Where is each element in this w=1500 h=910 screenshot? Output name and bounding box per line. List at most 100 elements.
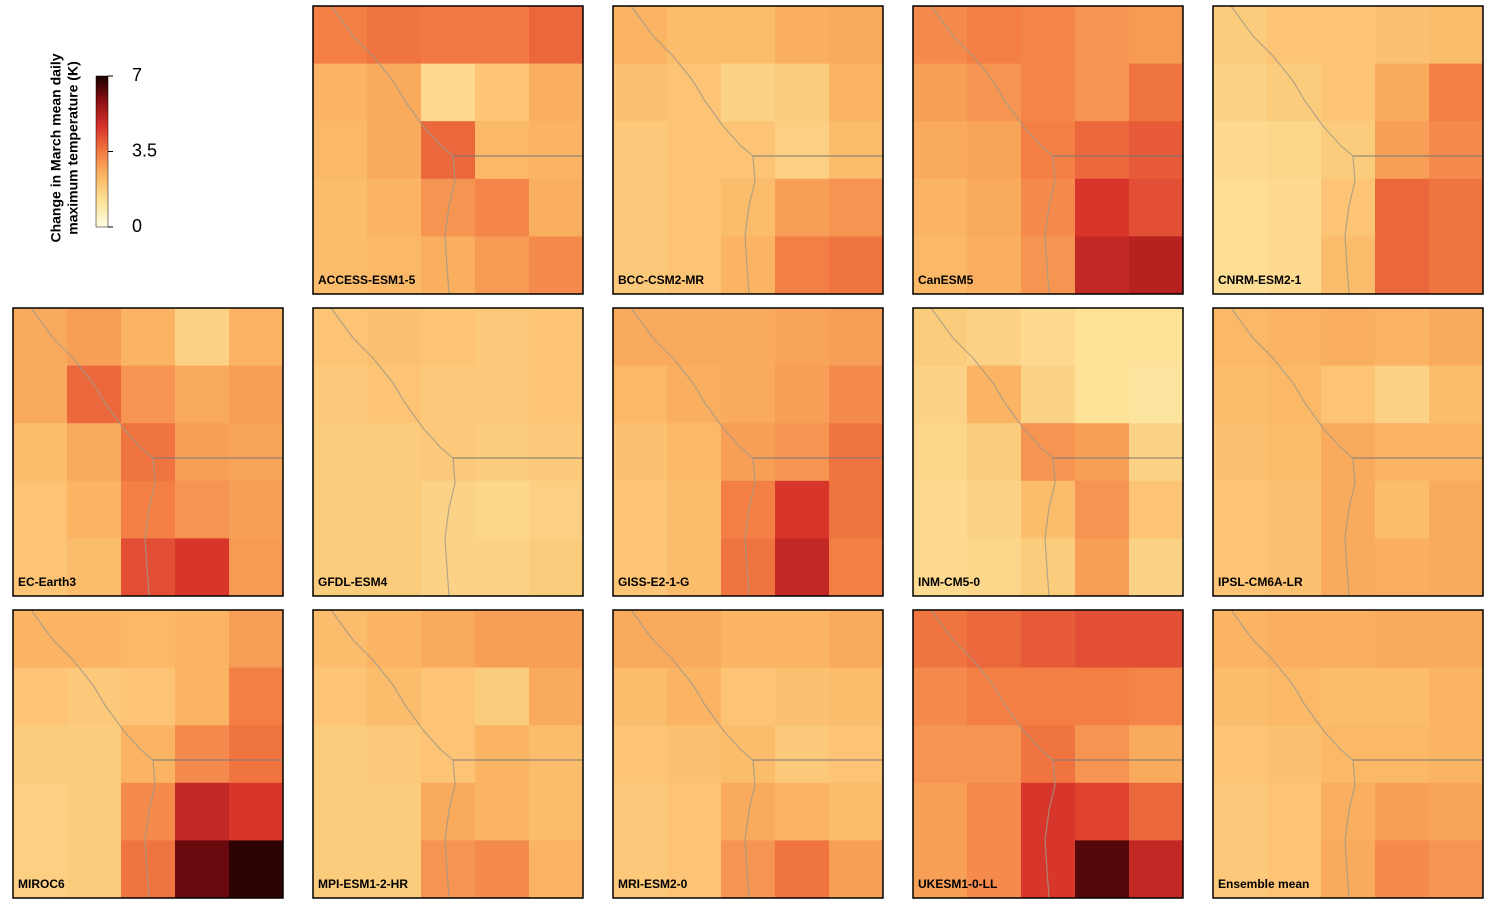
grid-cell bbox=[475, 423, 530, 482]
grid-cell bbox=[1129, 121, 1184, 180]
grid-cell bbox=[67, 782, 122, 841]
grid-cell bbox=[13, 840, 68, 899]
colorbar-tick-label: 3.5 bbox=[132, 140, 157, 160]
grid-cell bbox=[721, 121, 776, 180]
panel-label: ACCESS-ESM1-5 bbox=[318, 273, 416, 287]
grid-cell bbox=[175, 725, 230, 784]
grid-cell bbox=[775, 840, 830, 899]
grid-cell bbox=[913, 121, 968, 180]
panel-frame bbox=[312, 307, 584, 597]
grid-cell bbox=[1375, 308, 1430, 367]
grid-cell bbox=[1267, 480, 1322, 539]
panel-label: MRI-ESM2-0 bbox=[618, 877, 688, 891]
grid-cell bbox=[529, 667, 584, 726]
grid-cell bbox=[1375, 365, 1430, 424]
grid-cell bbox=[313, 840, 368, 899]
grid-cell bbox=[529, 725, 584, 784]
grid-cell bbox=[667, 6, 722, 65]
grid-cell bbox=[1129, 308, 1184, 367]
grid-cell bbox=[613, 308, 668, 367]
grid-cell bbox=[121, 610, 176, 669]
grid-cell bbox=[421, 725, 476, 784]
grid-cell bbox=[1129, 236, 1184, 295]
grid-cell bbox=[667, 610, 722, 669]
grid-cell bbox=[775, 121, 830, 180]
grid-cell bbox=[775, 6, 830, 65]
grid-cell bbox=[1213, 725, 1268, 784]
grid-cell bbox=[1375, 63, 1430, 122]
grid-cell bbox=[967, 480, 1022, 539]
coastline bbox=[630, 307, 756, 597]
grid-cell bbox=[613, 480, 668, 539]
grid-cell bbox=[721, 725, 776, 784]
grid-cell bbox=[1021, 63, 1076, 122]
grid-cell bbox=[1267, 782, 1322, 841]
grid-cell bbox=[367, 725, 422, 784]
panel-label: GISS-E2-1-G bbox=[618, 575, 689, 589]
grid-cell bbox=[313, 423, 368, 482]
grid-cell bbox=[313, 667, 368, 726]
grid-cell bbox=[775, 365, 830, 424]
grid-cell bbox=[1321, 308, 1376, 367]
grid-cell bbox=[229, 840, 284, 899]
grid-cell bbox=[1213, 480, 1268, 539]
grid-cell bbox=[1429, 840, 1484, 899]
grid-cell bbox=[1429, 365, 1484, 424]
grid-cell bbox=[667, 538, 722, 597]
grid-cell bbox=[1267, 423, 1322, 482]
grid-cell bbox=[913, 610, 968, 669]
grid-cell bbox=[1075, 6, 1130, 65]
panel-label: IPSL-CM6A-LR bbox=[1218, 575, 1303, 589]
grid-cell bbox=[367, 610, 422, 669]
grid-cell bbox=[1321, 365, 1376, 424]
grid-cell bbox=[829, 308, 884, 367]
grid-cell bbox=[1267, 121, 1322, 180]
grid-cell bbox=[229, 725, 284, 784]
grid-cell bbox=[421, 365, 476, 424]
grid-cell bbox=[613, 423, 668, 482]
grid-cell bbox=[313, 610, 368, 669]
grid-cell bbox=[475, 236, 530, 295]
grid-cell bbox=[913, 840, 968, 899]
grid-cell bbox=[313, 538, 368, 597]
grid-cell bbox=[1213, 308, 1268, 367]
grid-cell bbox=[721, 423, 776, 482]
map-panel: IPSL-CM6A-LR bbox=[1212, 307, 1484, 597]
grid-cell bbox=[667, 178, 722, 237]
grid-cell bbox=[475, 365, 530, 424]
grid-cell bbox=[1129, 423, 1184, 482]
grid-cell bbox=[1375, 538, 1430, 597]
grid-cell bbox=[421, 423, 476, 482]
grid-cell bbox=[829, 480, 884, 539]
grid-cell bbox=[1429, 725, 1484, 784]
grid-cell bbox=[421, 610, 476, 669]
grid-cell bbox=[1429, 308, 1484, 367]
grid-cell bbox=[1321, 610, 1376, 669]
grid-cell bbox=[229, 667, 284, 726]
grid-cell bbox=[667, 121, 722, 180]
grid-cell bbox=[1267, 538, 1322, 597]
grid-cell bbox=[1129, 782, 1184, 841]
grid-cell bbox=[1075, 725, 1130, 784]
colorbar bbox=[95, 75, 109, 228]
grid-cell bbox=[967, 121, 1022, 180]
grid-cell bbox=[829, 782, 884, 841]
map-panel: EC-Earth3 bbox=[12, 307, 284, 597]
panel-label: CanESM5 bbox=[918, 273, 974, 287]
grid-cell bbox=[67, 480, 122, 539]
panel-frame bbox=[1212, 307, 1484, 597]
grid-cell bbox=[1129, 725, 1184, 784]
grid-cell bbox=[475, 725, 530, 784]
grid-cell bbox=[1021, 423, 1076, 482]
grid-cell bbox=[1429, 423, 1484, 482]
grid-cell bbox=[1321, 667, 1376, 726]
legend: Change in March mean daily maximum tempe… bbox=[48, 53, 157, 242]
grid-cell bbox=[367, 538, 422, 597]
grid-cell bbox=[229, 308, 284, 367]
grid-cell bbox=[667, 480, 722, 539]
grid-cell bbox=[529, 423, 584, 482]
grid-cell bbox=[175, 365, 230, 424]
grid-cell bbox=[175, 840, 230, 899]
grid-cell bbox=[313, 480, 368, 539]
grid-cell bbox=[1129, 480, 1184, 539]
